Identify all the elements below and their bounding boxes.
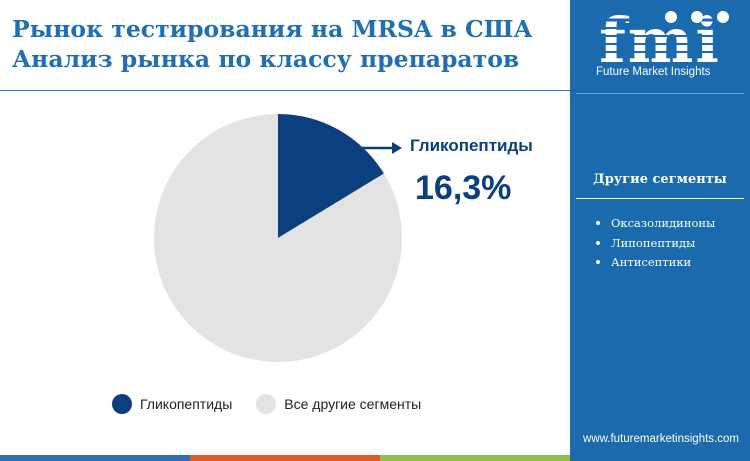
chart-area: Рынок тестирования на MRSA в США Анализ … [0,14,570,461]
title-line-1: Рынок тестирования на MRSA в США [12,15,533,43]
website-link[interactable]: www.futuremarketinsights.com [583,433,739,445]
sidebar: fmi Future Market Insights Другие сегмен… [570,0,750,461]
globe-icon [717,11,729,23]
page-title: Рынок тестирования на MRSA в США Анализ … [12,14,562,74]
bar-segment-blue [0,455,190,461]
title-divider [0,90,570,91]
bottom-color-bar [0,455,570,461]
chart-legend: Гликопептиды Все другие сегменты [112,394,445,414]
legend-item-glycopeptides: Гликопептиды [112,394,232,414]
segments-list: Оксазолидиноны Липопептиды Антисептики [596,214,715,273]
slice-annotation-value: 16,3% [415,169,512,207]
fmi-logo: fmi [590,6,730,77]
bar-segment-green [380,455,570,461]
pie-slice-other-segments [153,114,402,362]
title-line-2: Анализ рынка по классу препаратов [12,45,520,73]
slice-annotation-label: Гликопептиды [410,136,533,155]
segment-item: Липопептиды [596,234,715,254]
pie-chart [153,114,402,362]
brand-name: Future Market Insights [596,66,711,78]
globe-icon [665,11,677,23]
other-segments-title: Другие сегменты [593,172,727,187]
globe-icon [691,11,703,23]
annotation-arrow [362,142,402,154]
legend-swatch [112,394,132,414]
legend-item-others: Все другие сегменты [256,394,421,414]
bar-segment-orange [190,455,380,461]
legend-label: Все другие сегменты [284,396,422,412]
legend-swatch [256,394,277,414]
legend-label: Гликопептиды [140,396,233,412]
segments-divider [576,198,744,199]
segment-item: Антисептики [596,253,715,273]
segment-item: Оксазолидиноны [596,214,715,234]
pie-slice-glycopeptides [278,114,384,238]
sidebar-divider [576,93,744,94]
